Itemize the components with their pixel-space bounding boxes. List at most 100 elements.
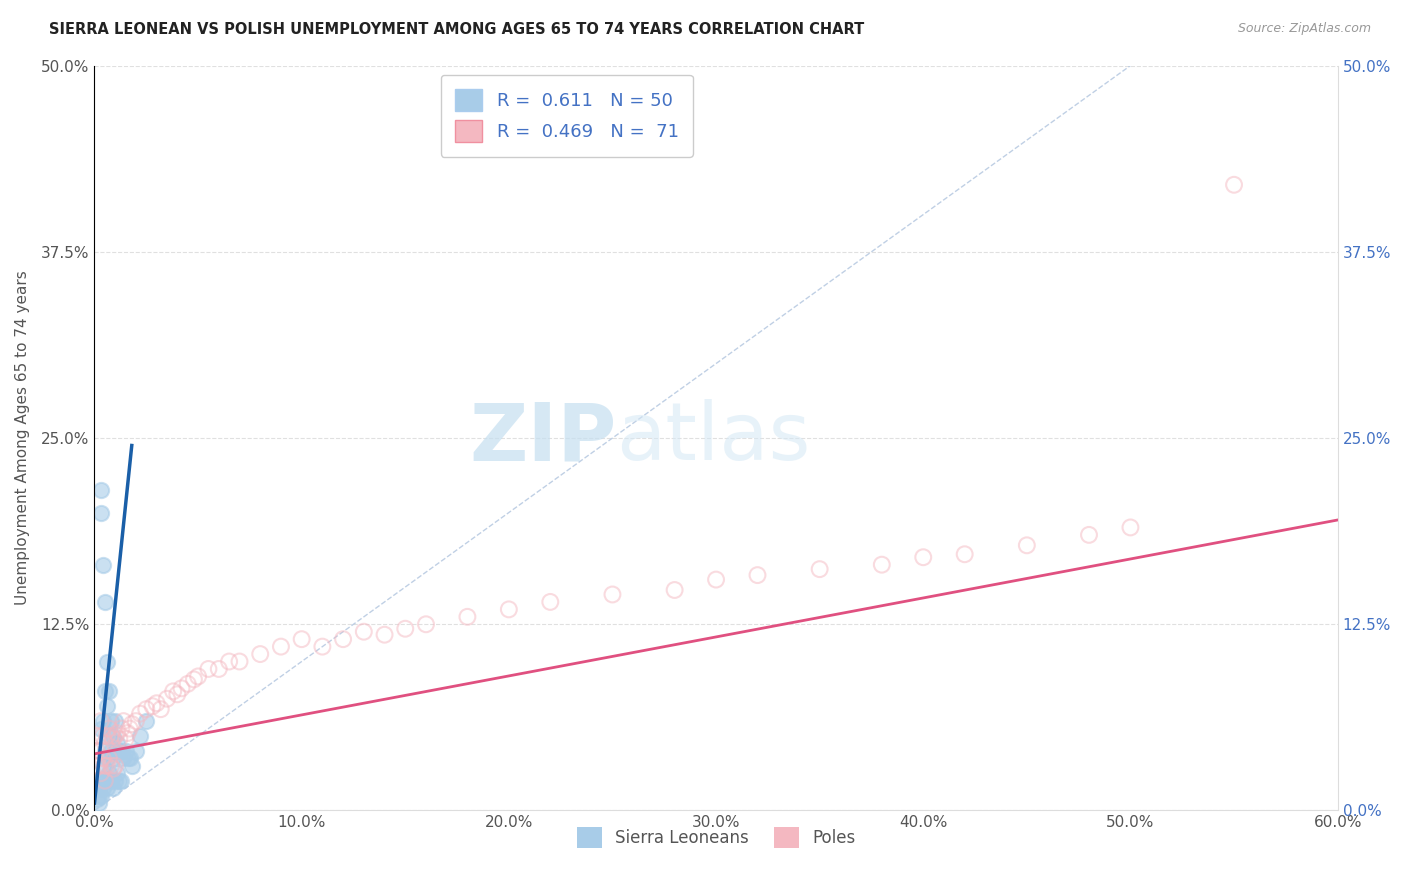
Point	[162, 684, 184, 698]
Point	[912, 550, 935, 565]
Point	[105, 766, 128, 780]
Point	[100, 714, 122, 728]
Point	[117, 751, 139, 765]
Point	[90, 789, 112, 803]
Point	[96, 655, 118, 669]
Point	[98, 751, 121, 765]
Point	[100, 729, 122, 743]
Point	[110, 773, 132, 788]
Point	[747, 568, 769, 582]
Point	[118, 751, 141, 765]
Point	[86, 791, 108, 805]
Point	[90, 722, 112, 736]
Text: SIERRA LEONEAN VS POLISH UNEMPLOYMENT AMONG AGES 65 TO 74 YEARS CORRELATION CHAR: SIERRA LEONEAN VS POLISH UNEMPLOYMENT AM…	[49, 22, 865, 37]
Point	[98, 729, 121, 743]
Point	[87, 789, 110, 803]
Point	[177, 677, 200, 691]
Point	[91, 751, 114, 765]
Point	[117, 726, 139, 740]
Point	[90, 714, 112, 728]
Point	[90, 483, 112, 498]
Point	[87, 773, 110, 788]
Point	[112, 751, 135, 765]
Point	[100, 744, 122, 758]
Point	[94, 744, 117, 758]
Point	[208, 662, 231, 676]
Point	[808, 562, 831, 576]
Point	[96, 729, 118, 743]
Text: atlas: atlas	[617, 399, 811, 477]
Point	[91, 781, 114, 796]
Point	[101, 751, 124, 765]
Point	[96, 751, 118, 765]
Point	[87, 759, 110, 773]
Text: ZIP: ZIP	[470, 399, 617, 477]
Point	[91, 714, 114, 728]
Point	[129, 706, 152, 721]
Point	[249, 647, 271, 661]
Point	[145, 696, 167, 710]
Point	[149, 702, 172, 716]
Point	[110, 722, 132, 736]
Point	[86, 773, 108, 788]
Point	[87, 781, 110, 796]
Point	[870, 558, 893, 572]
Point	[105, 736, 128, 750]
Point	[94, 595, 117, 609]
Point	[101, 762, 124, 776]
Point	[121, 759, 143, 773]
Point	[108, 744, 131, 758]
Point	[104, 729, 127, 743]
Y-axis label: Unemployment Among Ages 65 to 74 years: Unemployment Among Ages 65 to 74 years	[15, 270, 30, 606]
Point	[90, 744, 112, 758]
Point	[90, 773, 112, 788]
Point	[538, 595, 561, 609]
Point	[118, 722, 141, 736]
Point	[125, 714, 148, 728]
Point	[91, 558, 114, 572]
Point	[1119, 520, 1142, 534]
Point	[218, 655, 240, 669]
Point	[125, 744, 148, 758]
Point	[101, 781, 124, 796]
Point	[374, 628, 396, 642]
Point	[98, 684, 121, 698]
Point	[664, 582, 686, 597]
Point	[98, 722, 121, 736]
Point	[228, 655, 250, 669]
Point	[96, 759, 118, 773]
Point	[100, 773, 122, 788]
Point	[94, 773, 117, 788]
Point	[156, 691, 179, 706]
Point	[112, 714, 135, 728]
Point	[86, 781, 108, 796]
Point	[135, 702, 157, 716]
Point	[121, 717, 143, 731]
Point	[704, 573, 727, 587]
Point	[86, 759, 108, 773]
Point	[1223, 178, 1246, 192]
Point	[498, 602, 520, 616]
Point	[110, 744, 132, 758]
Point	[101, 731, 124, 746]
Point	[114, 731, 136, 746]
Point	[183, 673, 205, 687]
Point	[91, 729, 114, 743]
Point	[353, 624, 375, 639]
Point	[291, 632, 314, 647]
Point	[187, 669, 209, 683]
Point	[94, 759, 117, 773]
Point	[1015, 538, 1038, 552]
Point	[108, 731, 131, 746]
Point	[101, 729, 124, 743]
Point	[104, 714, 127, 728]
Point	[197, 662, 219, 676]
Point	[94, 684, 117, 698]
Point	[108, 773, 131, 788]
Point	[98, 766, 121, 780]
Point	[166, 687, 188, 701]
Point	[114, 744, 136, 758]
Point	[96, 781, 118, 796]
Point	[104, 759, 127, 773]
Point	[170, 681, 193, 696]
